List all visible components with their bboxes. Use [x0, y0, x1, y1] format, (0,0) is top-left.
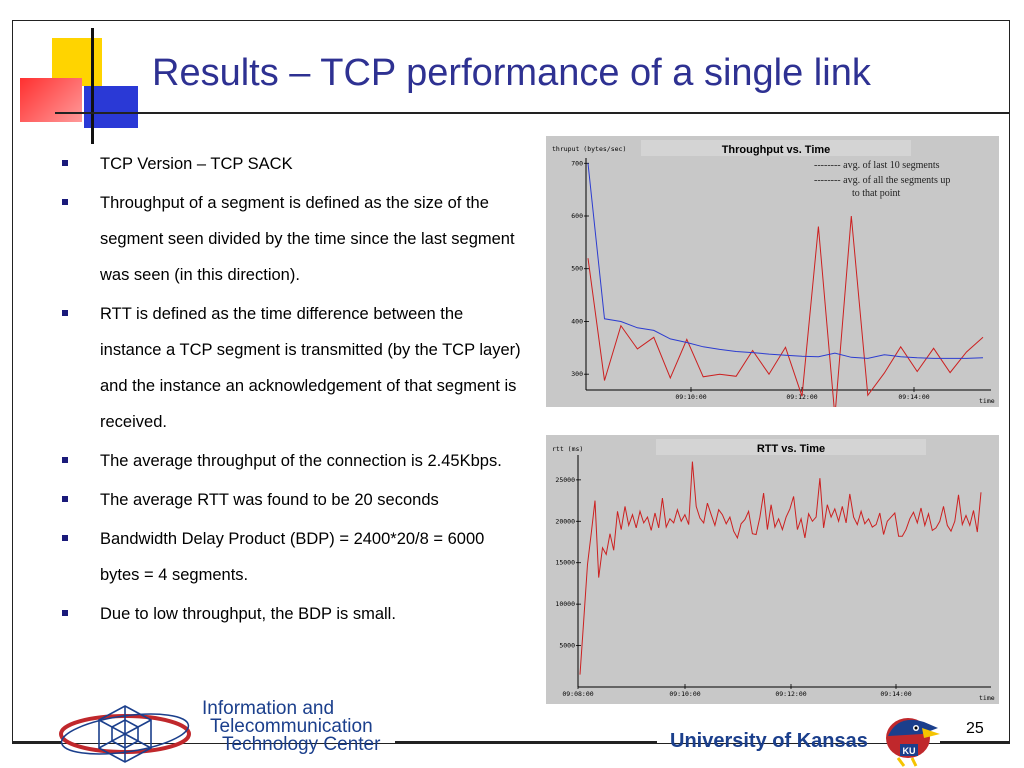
footer-rule-right — [940, 741, 1010, 743]
x-tick-label: 09:14:00 — [898, 393, 929, 401]
chart-svg: RTT vs. Time rtt (ms) time 5000 10000 15000 20… — [552, 439, 995, 702]
y-tick-label: 300 — [571, 370, 583, 378]
x-axis-label: time — [979, 694, 995, 702]
title-underline — [55, 112, 1010, 114]
bullet-square-icon — [62, 610, 68, 616]
series-line-0 — [587, 215, 984, 407]
x-axis-label: time — [979, 397, 995, 405]
y-tick-label: 700 — [571, 159, 583, 167]
x-tick-label: 09:12:00 — [786, 393, 817, 401]
bullet-square-icon — [62, 199, 68, 205]
throughput-chart: Throughput vs. Time thruput (bytes/sec) ti… — [546, 136, 999, 407]
legend-entry: -------- avg. of all the segments up — [814, 175, 950, 186]
x-tick-label: 09:12:00 — [775, 690, 806, 698]
chart-title: RTT vs. Time — [757, 443, 825, 455]
itc-logo-icon — [59, 705, 191, 763]
chart-title-band — [656, 439, 926, 455]
y-axis-label: rtt (ms) — [552, 445, 583, 453]
bullet-square-icon — [62, 496, 68, 502]
footer-rule-mid — [395, 741, 657, 743]
y-tick-label: 600 — [571, 212, 583, 220]
jayhawk-logo-icon: KU — [886, 718, 940, 767]
y-axis-label: thruput (bytes/sec) — [552, 145, 626, 153]
corner-decoration — [0, 0, 150, 150]
y-tick-label: 20000 — [555, 517, 575, 525]
bullet-list: TCP Version – TCP SACK Throughput of a s… — [62, 146, 522, 635]
svg-text:KU: KU — [903, 746, 916, 756]
page-number: 25 — [966, 720, 984, 737]
y-tick-label: 15000 — [555, 559, 575, 567]
bullet-square-icon — [62, 535, 68, 541]
y-tick-label: 400 — [571, 317, 583, 325]
bullet-item: TCP Version – TCP SACK — [62, 146, 522, 182]
rtt-chart: RTT vs. Time rtt (ms) time 5000 10000 15000 20… — [546, 435, 999, 704]
bullet-item: Due to low throughput, the BDP is small. — [62, 596, 522, 632]
x-tick-label: 09:10:00 — [675, 393, 706, 401]
x-tick-label: 09:10:00 — [669, 690, 700, 698]
chart-title: Throughput vs. Time — [722, 144, 831, 156]
bullet-item: The average throughput of the connection… — [62, 443, 522, 479]
chart-title-band — [641, 140, 911, 156]
y-tick-label: 500 — [571, 265, 583, 273]
bullet-square-icon — [62, 457, 68, 463]
series-line-0 — [579, 461, 982, 675]
chart-svg: Throughput vs. Time thruput (bytes/sec) ti… — [552, 140, 995, 407]
itc-wordmark: Information and Telecommunication Techno… — [202, 698, 381, 755]
y-tick-label: 10000 — [555, 600, 575, 608]
slide-frame — [12, 20, 1010, 744]
legend-entry: to that point — [852, 188, 901, 199]
series-line-1 — [587, 163, 984, 359]
slide-title: Results – TCP performance of a single li… — [152, 52, 871, 94]
bullet-square-icon — [62, 310, 68, 316]
bullet-square-icon — [62, 160, 68, 166]
bullet-item: RTT is defined as the time difference be… — [62, 296, 522, 440]
footer-rule-left — [12, 741, 62, 743]
legend-entry: -------- avg. of last 10 segments — [814, 160, 940, 171]
x-tick-label: 09:08:00 — [562, 690, 593, 698]
university-name: University of Kansas — [670, 730, 868, 752]
x-tick-label: 09:14:00 — [880, 690, 911, 698]
bullet-item: The average RTT was found to be 20 secon… — [62, 482, 522, 518]
bullet-item: Bandwidth Delay Product (BDP) = 2400*20/… — [62, 521, 522, 593]
y-tick-label: 25000 — [555, 476, 575, 484]
y-tick-label: 5000 — [559, 642, 575, 650]
bullet-item: Throughput of a segment is defined as th… — [62, 185, 522, 293]
